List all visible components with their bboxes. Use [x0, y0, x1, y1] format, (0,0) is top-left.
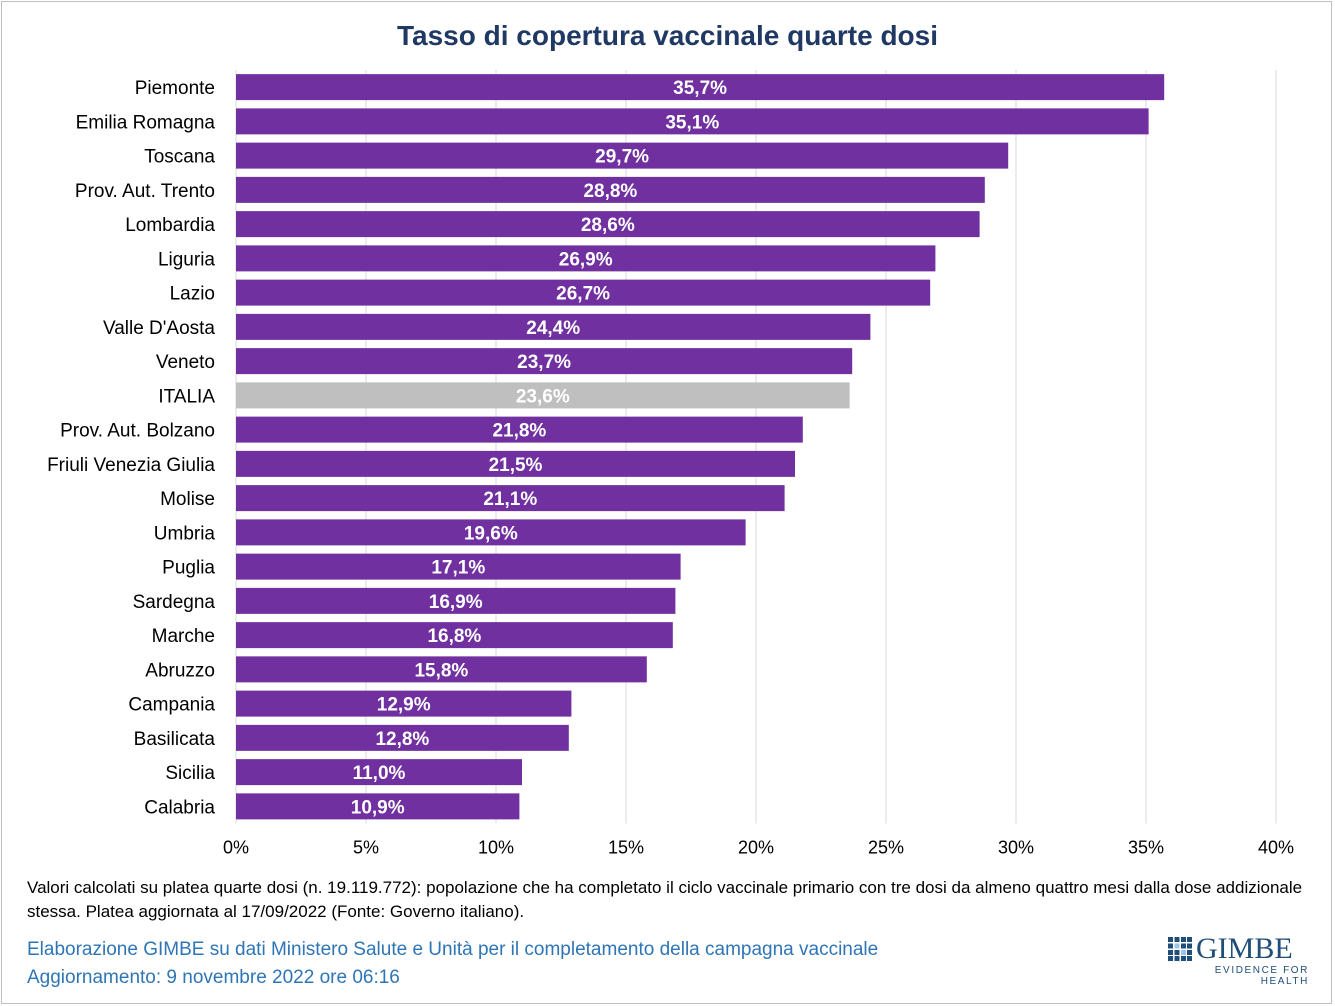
data-label: 28,6%: [581, 215, 635, 236]
data-label: 21,8%: [492, 421, 546, 442]
category-label: Toscana: [144, 147, 215, 168]
data-label: 11,0%: [353, 763, 406, 784]
data-label: 23,6%: [516, 386, 570, 407]
category-label: Lazio: [170, 284, 215, 305]
bar: [236, 348, 853, 375]
category-label: Emilia Romagna: [76, 112, 216, 133]
category-label: Friuli Venezia Giulia: [47, 455, 215, 476]
bar: [236, 690, 572, 717]
credit-source: Elaborazione GIMBE su dati Ministero Sal…: [27, 939, 879, 960]
category-label: Marche: [152, 626, 215, 647]
category-label: Campania: [128, 695, 215, 716]
data-label: 21,1%: [483, 489, 537, 510]
category-label: Puglia: [162, 558, 215, 579]
category-label: Veneto: [156, 352, 215, 373]
data-label: 26,7%: [556, 284, 610, 305]
bar: [236, 279, 931, 306]
category-label: Calabria: [144, 797, 215, 818]
bar: [236, 622, 673, 649]
data-label: 28,8%: [583, 181, 637, 202]
category-label: Liguria: [158, 249, 215, 270]
data-label: 35,1%: [665, 112, 719, 133]
bar-chart: 0% 5% 10% 15% 20% 25% 30% 35% 40% Piemonte 35,7% Em…: [47, 70, 1294, 858]
category-label: Prov. Aut. Bolzano: [60, 421, 215, 442]
data-label: 12,9%: [377, 695, 431, 716]
data-label: 10,9%: [351, 797, 405, 818]
gimbe-logo: GIMBE EVIDENCE FOR HEALTH: [1168, 932, 1310, 987]
bar: [236, 656, 647, 683]
bar: [236, 759, 522, 786]
bar: [236, 519, 746, 546]
footnote: Valori calcolati su platea quarte dosi (…: [27, 878, 1303, 921]
data-label: 19,6%: [464, 523, 518, 544]
category-label: Abruzzo: [145, 660, 215, 681]
x-tick-label: 5%: [353, 838, 379, 858]
bar: [236, 142, 1009, 169]
category-label: Sicilia: [165, 763, 215, 784]
credit-update: Aggiornamento: 9 novembre 2022 ore 06:16: [27, 967, 400, 988]
bar: [236, 416, 803, 443]
category-label: Prov. Aut. Trento: [75, 181, 215, 202]
category-label: Lombardia: [125, 215, 215, 236]
category-label: Umbria: [154, 523, 216, 544]
bar: [236, 793, 520, 820]
data-label: 16,8%: [427, 626, 481, 647]
bar: [236, 382, 850, 409]
bar: [236, 176, 985, 203]
data-label: 12,8%: [375, 729, 429, 750]
gimbe-grid-icon: [1168, 937, 1192, 961]
logo-tagline: EVIDENCE FOR HEALTH: [1214, 965, 1309, 987]
bar: [236, 724, 569, 751]
x-tick-label: 10%: [478, 838, 514, 858]
bar: [236, 450, 795, 477]
x-tick-label: 20%: [738, 838, 774, 858]
category-label: ITALIA: [158, 386, 215, 407]
data-label: 15,8%: [414, 660, 468, 681]
bar: [236, 553, 681, 580]
x-tick-label: 35%: [1128, 838, 1164, 858]
x-tick-label: 15%: [608, 838, 644, 858]
bar: [236, 74, 1165, 101]
data-label: 26,9%: [559, 249, 613, 270]
bar: [236, 485, 785, 512]
credit: Elaborazione GIMBE su dati Ministero Sal…: [27, 936, 1027, 992]
category-label: Piemonte: [135, 78, 215, 99]
x-tick-label: 25%: [868, 838, 904, 858]
data-label: 23,7%: [517, 352, 571, 373]
data-label: 29,7%: [595, 147, 649, 168]
category-label: Basilicata: [134, 729, 216, 750]
data-label: 16,9%: [429, 592, 483, 613]
chart-title: Tasso di copertura vaccinale quarte dosi: [397, 20, 938, 51]
bar: [236, 211, 980, 238]
data-label: 24,4%: [526, 318, 580, 339]
bar: [236, 108, 1149, 135]
bar: [236, 245, 936, 272]
category-label: Valle D'Aosta: [103, 318, 215, 339]
category-label: Molise: [160, 489, 215, 510]
category-label: Sardegna: [133, 592, 216, 613]
x-tick-label: 30%: [998, 838, 1034, 858]
data-label: 35,7%: [673, 78, 727, 99]
x-tick-label: 0%: [223, 838, 249, 858]
data-label: 17,1%: [431, 558, 485, 579]
logo-wordmark: GIMBE: [1196, 932, 1293, 965]
bar: [236, 587, 676, 614]
bar: [236, 313, 871, 340]
data-label: 21,5%: [489, 455, 543, 476]
x-tick-label: 40%: [1258, 838, 1294, 858]
